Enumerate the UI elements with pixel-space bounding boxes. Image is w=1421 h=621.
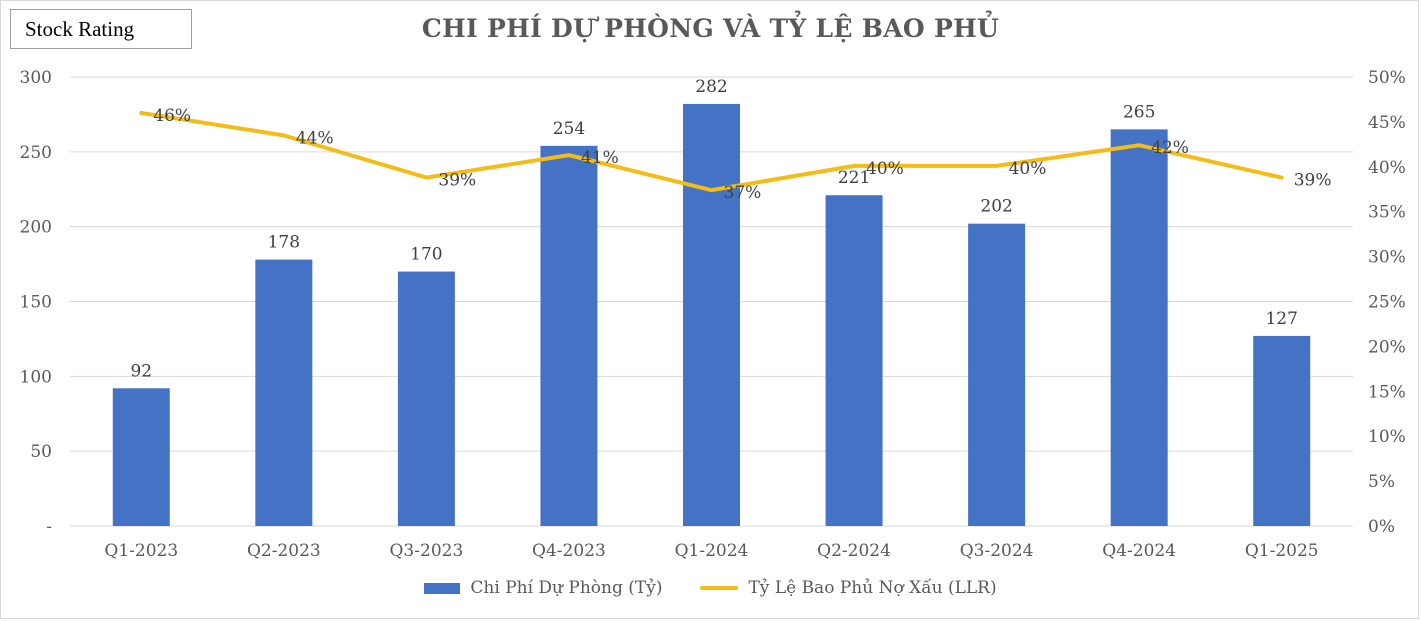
x-tick-label: Q2-2024 — [817, 541, 891, 561]
y-left-tick-label: 50 — [30, 442, 52, 462]
x-tick-label: Q4-2024 — [1102, 541, 1176, 561]
chart-legend: Chi Phí Dự Phòng (Tỷ) Tỷ Lệ Bao Phủ Nợ X… — [0, 578, 1421, 598]
line-data-label: 40% — [866, 159, 904, 179]
y-right-tick-label: 5% — [1368, 472, 1395, 492]
line-data-label: 39% — [438, 171, 476, 191]
y-right-tick-label: 15% — [1368, 382, 1406, 402]
y-right-tick-label: 20% — [1368, 337, 1406, 357]
x-tick-label: Q3-2023 — [390, 541, 464, 561]
bar-data-label: 92 — [130, 361, 152, 381]
y-left-tick-label: 250 — [20, 143, 52, 163]
y-left-tick-label: 100 — [20, 367, 52, 387]
bar-data-label: 221 — [838, 168, 870, 188]
bar-data-label: 178 — [268, 233, 300, 253]
legend-swatch-line — [700, 586, 739, 590]
y-right-tick-label: 10% — [1368, 427, 1406, 447]
y-right-tick-label: 25% — [1368, 293, 1406, 313]
y-right-tick-label: 45% — [1368, 113, 1406, 133]
bar-data-label: 254 — [553, 119, 585, 139]
y-left-tick-label: - — [46, 517, 52, 537]
bar — [825, 195, 883, 526]
bar — [255, 259, 313, 526]
y-right-tick-label: 30% — [1368, 248, 1406, 268]
line-data-label: 39% — [1294, 171, 1332, 191]
bar-data-label: 170 — [410, 245, 442, 265]
x-tick-label: Q4-2023 — [532, 541, 606, 561]
bar-data-label: 265 — [1123, 102, 1155, 122]
x-tick-label: Q3-2024 — [960, 541, 1034, 561]
x-tick-label: Q2-2023 — [247, 541, 321, 561]
y-right-tick-label: 0% — [1368, 517, 1395, 537]
y-right-tick-label: 50% — [1368, 68, 1406, 88]
x-tick-label: Q1-2025 — [1245, 541, 1319, 561]
legend-label-line: Tỷ Lệ Bao Phủ Nợ Xấu (LLR) — [748, 578, 997, 598]
bar — [683, 103, 740, 526]
bar — [540, 145, 598, 526]
line-series — [139, 110, 1284, 193]
line-data-label: 40% — [1009, 159, 1047, 179]
line-data-label: 37% — [724, 183, 762, 203]
bar-data-label: 282 — [695, 77, 727, 97]
y-left-tick-label: 200 — [20, 218, 52, 238]
legend-item-bar: Chi Phí Dự Phòng (Tỷ) — [424, 578, 662, 598]
bar — [112, 388, 170, 526]
stock-rating-badge: Stock Rating — [10, 9, 192, 49]
bar — [1110, 129, 1168, 526]
y-right-tick-label: 35% — [1368, 203, 1406, 223]
legend-swatch-bar — [424, 582, 461, 594]
y-left-tick-label: 150 — [20, 293, 52, 313]
y-right-tick-label: 40% — [1368, 158, 1406, 178]
line-data-label: 42% — [1151, 138, 1189, 158]
bar — [397, 271, 455, 526]
line-data-label: 44% — [296, 128, 334, 148]
legend-label-bar: Chi Phí Dự Phòng (Tỷ) — [470, 578, 663, 598]
line-data-label: 41% — [581, 148, 619, 168]
bar — [1253, 335, 1311, 526]
bar-data-label: 202 — [980, 197, 1012, 217]
legend-item-line: Tỷ Lệ Bao Phủ Nợ Xấu (LLR) — [700, 578, 997, 598]
x-tick-label: Q1-2024 — [675, 541, 749, 561]
x-tick-label: Q1-2023 — [104, 541, 178, 561]
bar — [968, 223, 1026, 526]
line-data-label: 46% — [153, 106, 191, 126]
chart-title: CHI PHÍ DỰ PHÒNG VÀ TỶ LỆ BAO PHỦ — [421, 14, 1000, 43]
y-left-tick-label: 300 — [20, 68, 52, 88]
bar-data-label: 127 — [1265, 309, 1297, 329]
